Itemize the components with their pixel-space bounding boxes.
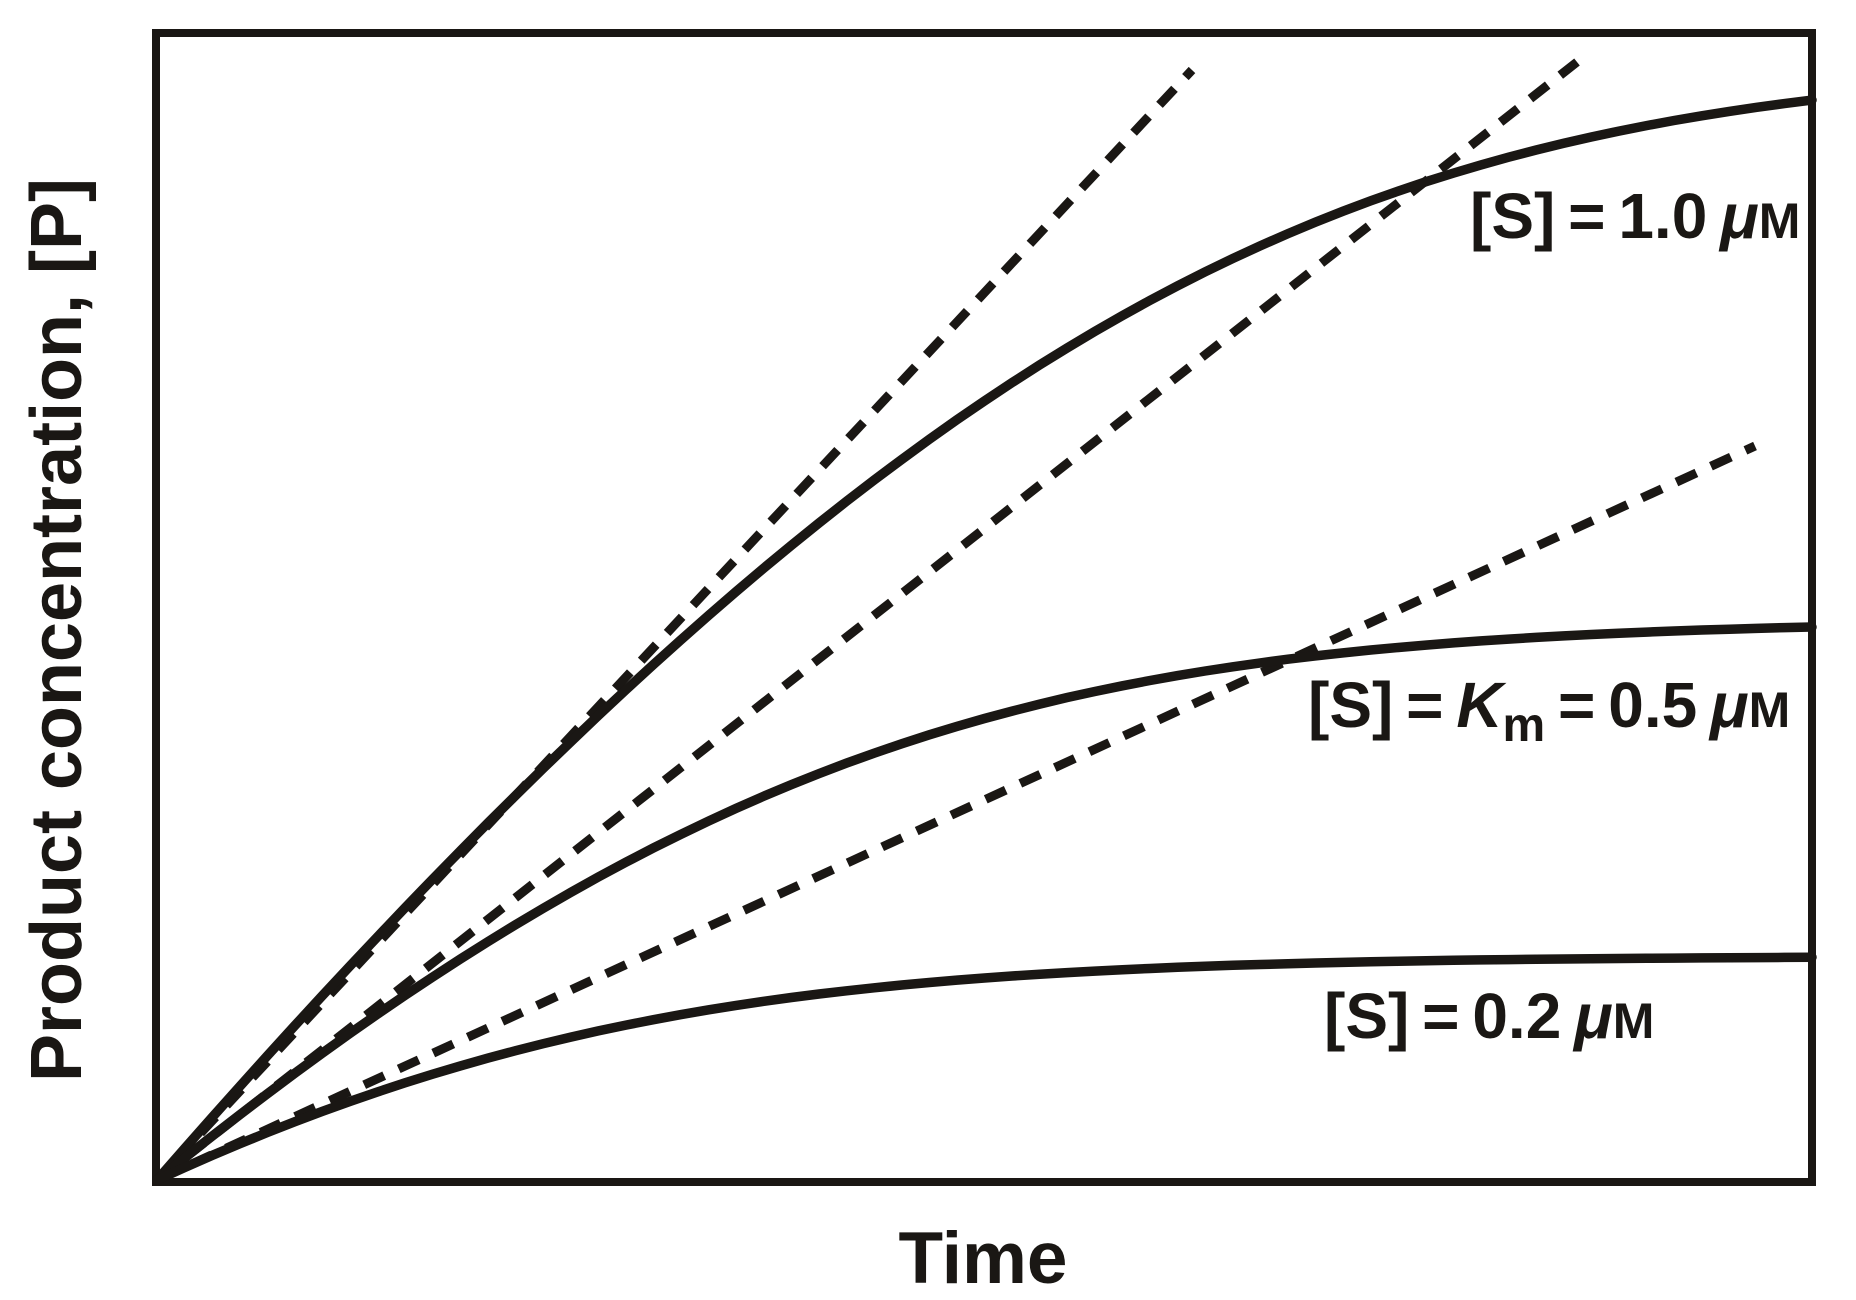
svg-text:Product concentration, [P]: Product concentration, [P] [17, 178, 97, 1082]
svg-text:[S] = Km = 0.5 μM: [S] = Km = 0.5 μM [1308, 669, 1790, 752]
svg-text:[S] = 0.2 μM: [S] = 0.2 μM [1324, 980, 1654, 1052]
svg-text:Time: Time [898, 1218, 1067, 1299]
svg-text:[S] = 1.0 μM: [S] = 1.0 μM [1470, 180, 1800, 252]
